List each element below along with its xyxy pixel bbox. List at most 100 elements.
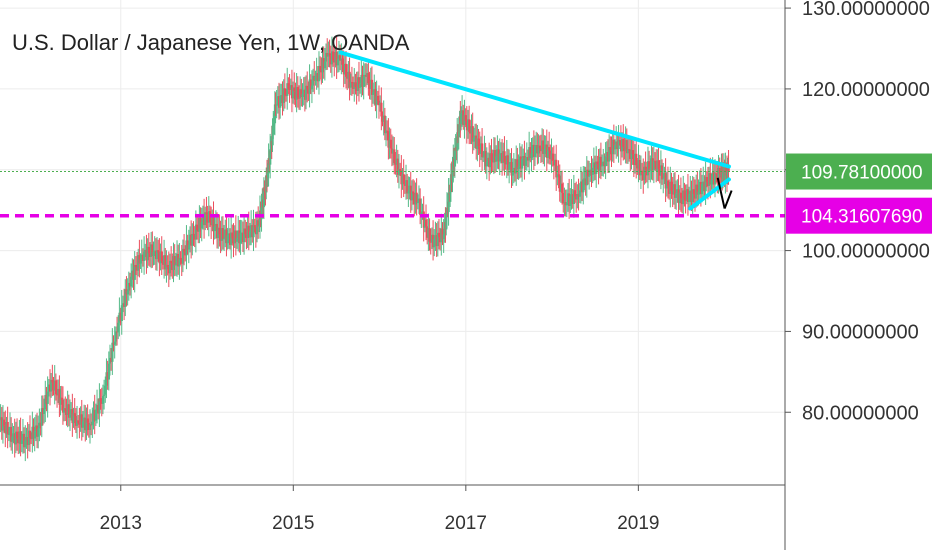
price-axis[interactable]: 80.0000000090.00000000100.00000000110.00… <box>785 0 930 424</box>
candle-down <box>538 135 541 158</box>
candle-down <box>561 170 564 205</box>
candle-up <box>489 145 492 175</box>
candle-down <box>138 239 141 278</box>
candle-up <box>531 137 534 161</box>
drawings[interactable] <box>0 50 785 218</box>
candle-up <box>570 178 573 210</box>
candle-up <box>434 221 437 251</box>
candle-down <box>145 234 148 274</box>
candle-down <box>281 81 284 116</box>
candle-up <box>8 412 12 448</box>
time-axis[interactable]: 2013 2015 2017 2019 <box>100 485 660 534</box>
candle-down <box>65 398 68 426</box>
candle-up <box>650 145 653 180</box>
candle-down <box>251 219 254 243</box>
trendline[interactable] <box>338 50 731 169</box>
candle-up <box>349 73 352 96</box>
candle-down <box>439 227 442 251</box>
candle-up <box>312 68 315 92</box>
candle-up <box>301 83 304 107</box>
candle-down <box>171 253 174 279</box>
candle-up <box>598 148 601 179</box>
x-tick-label: 2015 <box>272 513 314 534</box>
candle-up <box>522 148 525 166</box>
candle-down <box>245 221 248 250</box>
candle-up <box>108 344 112 376</box>
candle-down <box>558 164 561 202</box>
candle-down <box>551 147 554 167</box>
candle-down <box>435 223 438 257</box>
candle-down <box>504 156 507 170</box>
candle-down <box>668 179 671 200</box>
candle-down <box>655 149 658 183</box>
candle-down <box>616 133 619 157</box>
candle-up <box>408 176 411 200</box>
candle-down <box>402 159 405 198</box>
candle-up <box>388 127 391 159</box>
candle-up <box>554 153 557 171</box>
candle-up <box>57 379 60 403</box>
candle-up <box>366 63 369 86</box>
candle-down <box>677 174 680 217</box>
down-arrow-icon[interactable] <box>716 177 733 209</box>
candle-up <box>407 176 410 208</box>
candle-down <box>4 410 7 448</box>
candle-down <box>254 211 258 248</box>
candle-up <box>262 177 266 220</box>
candle-up <box>38 408 41 442</box>
candle-up <box>33 417 36 452</box>
candle-down <box>671 176 674 208</box>
candle-up <box>472 127 476 151</box>
candle-up <box>363 63 367 87</box>
candle-up <box>509 152 512 173</box>
candle-up <box>588 160 591 190</box>
candle-up <box>127 271 131 301</box>
candle-up <box>515 145 518 186</box>
candle-up <box>498 138 501 176</box>
candle-up <box>236 230 239 249</box>
candle-down <box>557 160 560 189</box>
candle-down <box>342 50 345 88</box>
candle-up <box>191 223 194 256</box>
candle-up <box>624 126 627 164</box>
candle-up <box>163 239 166 279</box>
candle-down <box>478 131 481 168</box>
candle-up <box>118 297 121 337</box>
candle-up <box>295 73 298 113</box>
candle-up <box>282 79 285 112</box>
candle-up <box>317 51 321 95</box>
candle-up <box>592 147 596 182</box>
candle-down <box>564 189 567 217</box>
candle-up <box>323 47 327 81</box>
candle-down <box>383 107 387 141</box>
candle-up <box>66 390 69 428</box>
candle-up <box>153 236 156 265</box>
candle-up <box>579 166 583 204</box>
candle-up <box>675 180 678 210</box>
candle-down <box>199 207 202 239</box>
candle-down <box>548 131 551 165</box>
candle-up <box>639 155 643 190</box>
candle-down <box>161 256 165 270</box>
candle-up <box>330 36 334 78</box>
candle-up <box>375 80 378 119</box>
candle-down <box>532 130 536 171</box>
candle-down <box>346 64 349 91</box>
candle-up <box>156 237 159 271</box>
candle-down <box>469 120 472 145</box>
candle-down <box>60 385 63 411</box>
candle-down <box>61 386 65 425</box>
trendline[interactable] <box>688 177 731 211</box>
candle-down <box>125 276 128 307</box>
candle-up <box>401 168 404 190</box>
candle-up <box>150 231 153 269</box>
candle-down <box>294 82 297 108</box>
candle-down <box>488 142 491 181</box>
candle-up <box>79 406 82 432</box>
candle-down <box>307 81 310 101</box>
candle-up <box>104 376 107 403</box>
candle-down <box>462 104 465 130</box>
candle-up <box>98 383 101 427</box>
candle-down <box>684 184 687 214</box>
